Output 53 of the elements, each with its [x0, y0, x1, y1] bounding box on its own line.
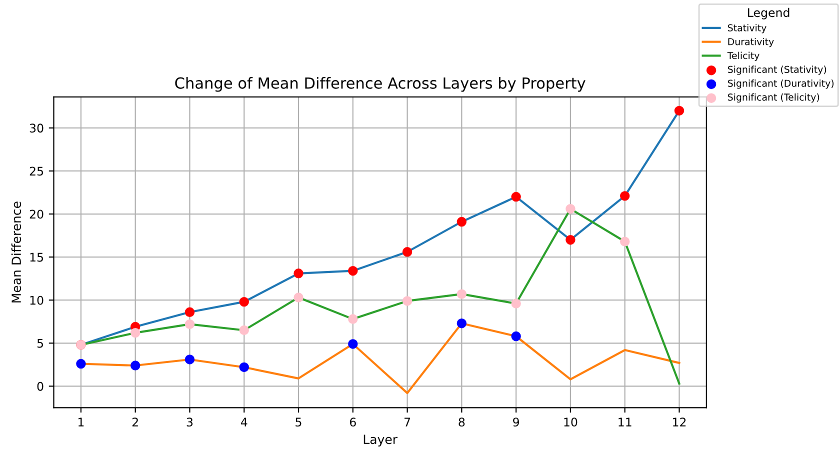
- point: [184, 319, 195, 330]
- point: [566, 204, 576, 214]
- point: [402, 247, 412, 257]
- legend-label: Significant (Stativity): [728, 66, 826, 75]
- legend-label: Significant (Telicity): [728, 93, 820, 103]
- point: [294, 268, 304, 278]
- x-axis-title: Layer: [364, 434, 398, 446]
- point: [456, 216, 467, 227]
- x-tick-label: 7: [404, 418, 410, 426]
- x-tick-label: 6: [350, 418, 356, 427]
- point: [620, 236, 630, 246]
- legend-label: Telicity: [727, 52, 760, 61]
- x-tick-label: 4: [240, 418, 248, 426]
- y-tick-label: 5: [37, 339, 44, 348]
- point: [294, 292, 304, 302]
- y-tick-label: 25: [30, 166, 44, 176]
- y-tick-label: 15: [30, 252, 44, 262]
- point: [511, 192, 521, 202]
- x-tick-label: 5: [296, 418, 302, 427]
- point: [348, 314, 358, 324]
- point: [402, 296, 412, 306]
- point: [239, 362, 249, 372]
- point: [184, 307, 195, 318]
- x-tick-label: 2: [132, 418, 138, 426]
- point: [620, 191, 630, 201]
- y-tick-label: 20: [30, 210, 44, 219]
- point: [184, 354, 195, 364]
- y-tick-label: 30: [30, 124, 44, 133]
- legend-label: Stativity: [728, 24, 766, 34]
- legend-label: Durativity: [728, 38, 774, 48]
- legend-label: Significant (Durativity): [728, 80, 834, 89]
- x-tick-label: 8: [458, 418, 465, 427]
- point: [76, 358, 86, 369]
- x-tick-label: 10: [564, 418, 578, 427]
- point: [239, 325, 249, 336]
- point: [239, 296, 249, 307]
- point: [566, 234, 576, 245]
- chart-title: Change of Mean Difference Across Layers by Property: [175, 77, 586, 92]
- point: [348, 266, 358, 276]
- x-tick-label: 11: [618, 418, 632, 426]
- x-tick-label: 1: [78, 418, 84, 426]
- point: [130, 360, 140, 370]
- point: [456, 289, 467, 299]
- y-tick-label: 10: [30, 296, 44, 305]
- point: [511, 298, 521, 308]
- y-axis-title: Mean Difference: [11, 202, 22, 302]
- x-tick-label: 9: [513, 418, 519, 427]
- legend-title: Legend: [748, 8, 790, 20]
- x-tick-label: 3: [186, 418, 193, 427]
- point: [674, 106, 684, 116]
- y-tick-label: 0: [37, 382, 44, 391]
- x-tick-label: 12: [673, 418, 686, 426]
- point: [130, 328, 140, 338]
